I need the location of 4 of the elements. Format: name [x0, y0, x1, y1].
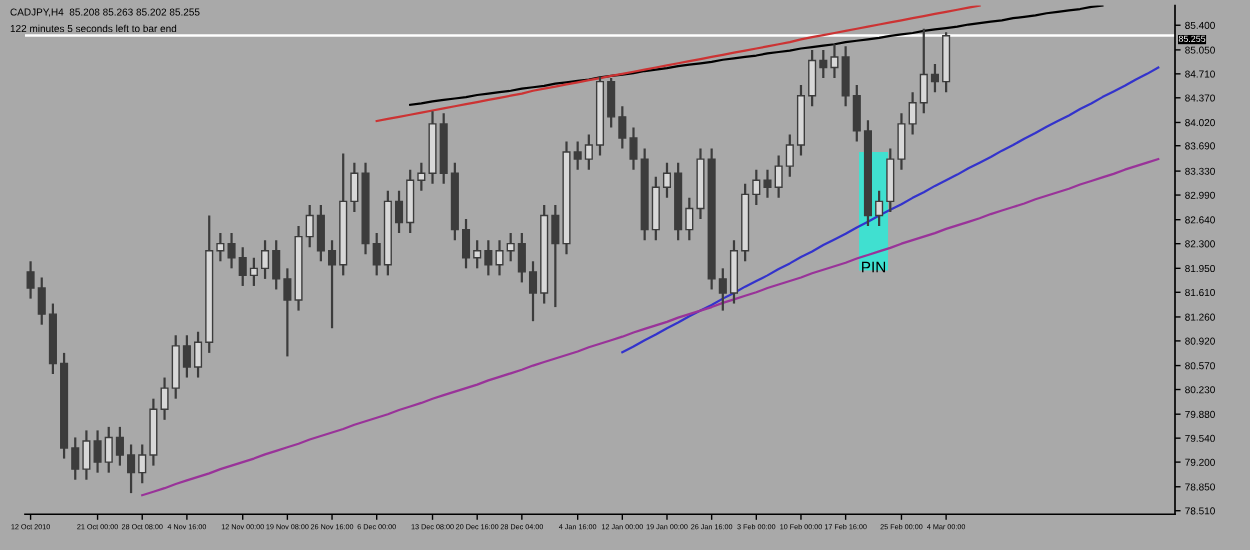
line-series: [375, 5, 981, 123]
line-series: [141, 158, 1160, 497]
line-series: [409, 5, 1104, 106]
line-series: [621, 66, 1160, 354]
